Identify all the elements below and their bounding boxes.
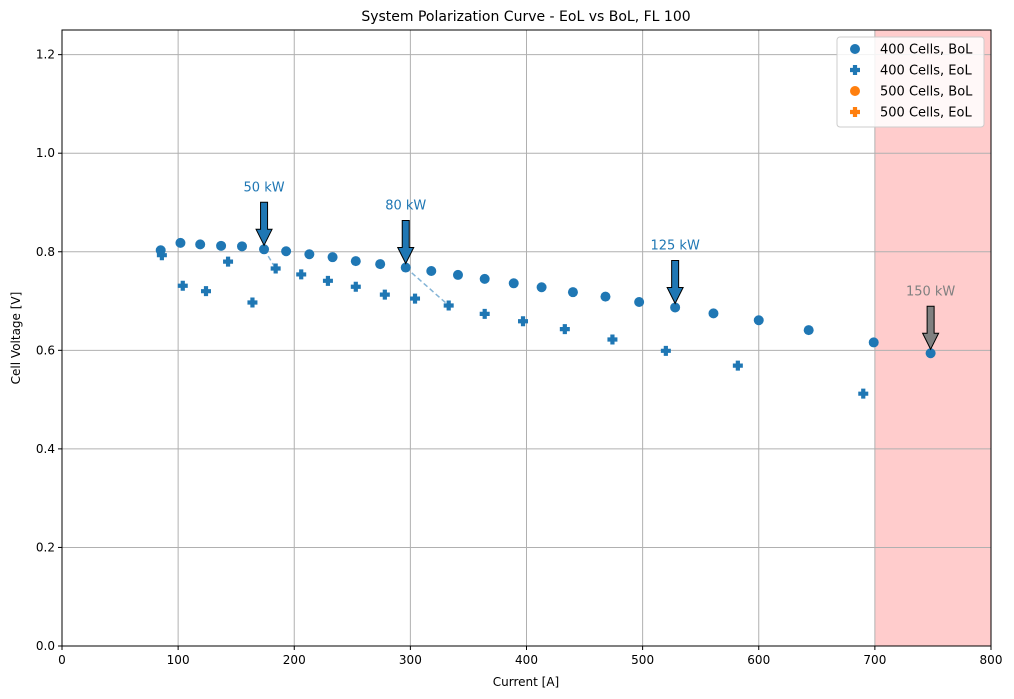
x-tick-label: 100 (167, 653, 190, 667)
arrow-shape (921, 305, 940, 351)
axes: 0 100 200 300 400 500 600 700 800 0.0 0.2 0.4 0.6 0.8… (36, 29, 1003, 667)
legend-box (836, 36, 985, 128)
x-tick-label: 0 (58, 653, 66, 667)
y-tick-label: 1.0 (36, 146, 55, 160)
data-point (379, 289, 390, 300)
annotation-arrow: 80 kW (385, 199, 426, 265)
data-point (296, 269, 307, 280)
x-tick-label: 500 (631, 653, 654, 667)
y-tick-label: 0.4 (36, 442, 55, 456)
annotation-label: 50 kW (244, 180, 285, 195)
data-point (281, 246, 292, 257)
data-point (452, 269, 463, 280)
data-point (607, 334, 618, 345)
data-point (479, 273, 490, 284)
arrow-shape (396, 220, 415, 265)
data-point (195, 239, 206, 250)
series-1 (155, 237, 936, 359)
data-point (732, 360, 743, 371)
arrow-shape (666, 259, 684, 305)
y-tick-label: 0.6 (36, 343, 55, 357)
connector-line (405, 266, 450, 307)
data-point (803, 325, 814, 336)
data-point (247, 297, 258, 308)
data-point (236, 241, 247, 252)
data-point (600, 291, 611, 302)
data-point (177, 280, 188, 291)
plot-frame (61, 29, 992, 647)
data-point (410, 293, 421, 304)
x-tick-label: 400 (515, 653, 538, 667)
arrow-shape (255, 201, 273, 247)
data-point (375, 259, 386, 270)
legend: 400 Cells, BoL 400 Cells, EoL 500 Cells, B… (836, 36, 985, 128)
data-point (350, 281, 361, 292)
legend-label: 500 Cells, EoL (880, 106, 972, 121)
legend-marker (850, 86, 860, 96)
annotation-arrow: 50 kW (244, 180, 285, 247)
x-tick-label: 300 (399, 653, 422, 667)
data-point (156, 250, 167, 261)
data-point (304, 249, 315, 260)
x-tick-label: 600 (747, 653, 770, 667)
data-point (634, 297, 645, 308)
data-point (443, 300, 454, 311)
data-point (175, 237, 186, 248)
data-points (155, 237, 936, 399)
annotation-label: 125 kW (650, 238, 699, 253)
chart-title: System Polarization Curve - EoL vs BoL, … (361, 9, 690, 25)
data-point (670, 302, 681, 313)
x-tick-label: 700 (863, 653, 886, 667)
legend-marker (850, 65, 860, 75)
data-point (858, 388, 869, 399)
data-point (259, 244, 270, 255)
data-point (426, 265, 437, 276)
data-point (350, 256, 361, 267)
data-point (270, 263, 281, 274)
data-point (925, 348, 936, 359)
data-point (400, 262, 411, 273)
data-point (868, 337, 879, 348)
series-2 (156, 250, 869, 399)
annotation-label: 80 kW (385, 199, 426, 214)
data-point (508, 278, 519, 289)
data-point (216, 240, 227, 251)
data-point (223, 256, 234, 267)
y-tick-label: 0.8 (36, 245, 55, 259)
data-point (660, 345, 671, 356)
legend-label: 400 Cells, EoL (880, 64, 972, 79)
data-point (479, 308, 490, 319)
legend-marker (850, 44, 860, 54)
annotations: 50 kW 80 kW 125 kW 150 kW (244, 180, 955, 351)
annotation-label: 150 kW (906, 284, 955, 299)
legend-marker (850, 107, 860, 117)
data-point (200, 286, 211, 297)
annotation-arrow: 150 kW (906, 284, 955, 351)
x-axis-label: Current [A] (493, 675, 559, 689)
legend-label: 500 Cells, BoL (880, 85, 973, 100)
x-tick-label: 200 (283, 653, 306, 667)
legend-label: 400 Cells, BoL (880, 43, 973, 58)
data-point (322, 275, 333, 286)
data-point (753, 315, 764, 326)
data-point (536, 282, 547, 293)
data-point (327, 252, 338, 263)
y-tick-label: 0.2 (36, 540, 55, 554)
y-axis-label: Cell Voltage [V] (9, 292, 23, 385)
annotation-arrow: 125 kW (650, 238, 700, 305)
y-tick-label: 0.0 (36, 639, 55, 653)
data-point (518, 316, 529, 327)
x-tick-label: 800 (980, 653, 1003, 667)
data-point (559, 324, 570, 335)
data-point (567, 287, 578, 298)
y-tick-label: 1.2 (36, 48, 55, 62)
data-point (708, 308, 719, 319)
